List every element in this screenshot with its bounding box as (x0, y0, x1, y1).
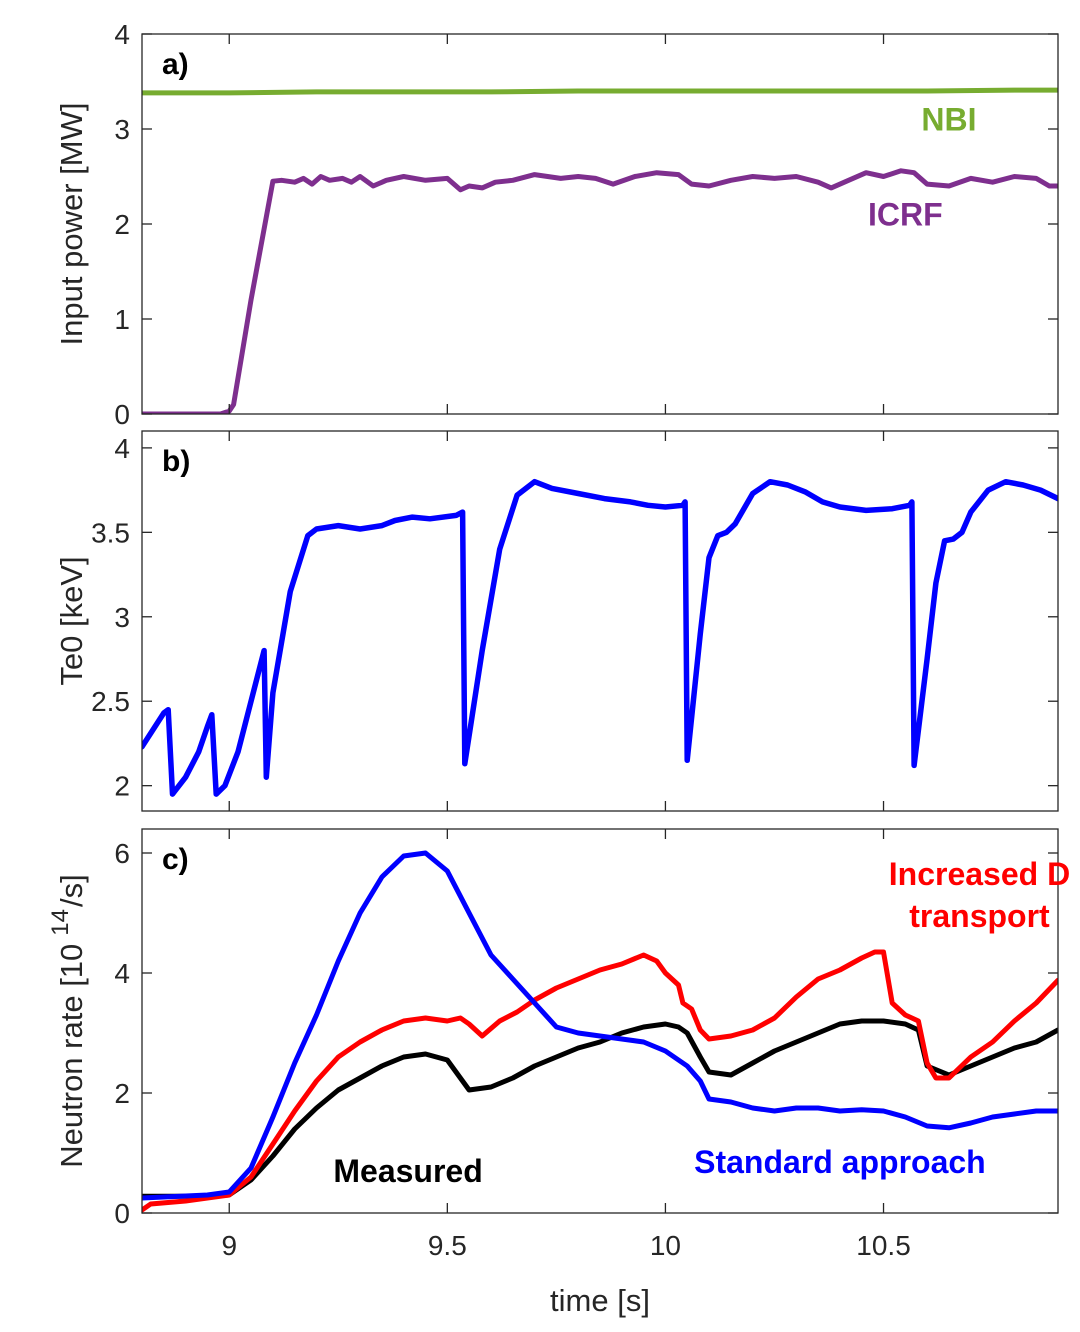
panel-c: 0 2 4 6 9 9.5 10 10.5 c) Neutron rate [10 14/s] tim… (47, 828, 1070, 1318)
panel-c-annotation-increased-d: Increased D (889, 856, 1070, 892)
panel-c-ytick-label: 2 (114, 1078, 130, 1109)
panel-c-xtick-label: 9.5 (428, 1230, 467, 1261)
panel-c-xtick-label: 10.5 (856, 1230, 911, 1261)
panel-b-ytick-label: 3.5 (91, 517, 130, 548)
panel-a-ytick-label: 3 (114, 114, 130, 145)
panel-b-label: b) (162, 445, 190, 478)
panel-b-ytick-label: 4 (114, 433, 130, 464)
panel-c-series-measured (142, 1018, 1058, 1199)
panel-c-series-standard-approach (142, 850, 1058, 1201)
panel-c-annotation-standard-approach: Standard approach (694, 1144, 986, 1180)
panel-a-series-nbi (142, 87, 1058, 96)
panel-c-annotation-measured: Measured (333, 1153, 482, 1189)
panel-c-ytick-label: 4 (114, 958, 130, 989)
panel-c-annotation-transport: transport (909, 898, 1050, 934)
panel-b-series-te0 (142, 478, 1058, 797)
panel-c-ylabel-exponent: 14 (47, 909, 74, 936)
panel-c-ytick-label: 0 (114, 1198, 130, 1229)
panel-a-series-icrf (142, 168, 1058, 414)
panel-a-ytick-label: 0 (114, 399, 130, 430)
panel-a-annotation-icrf: ICRF (868, 197, 943, 233)
panel-a-ytick-label: 2 (114, 209, 130, 240)
panel-c-ylabel: Neutron rate [10 14/s] (47, 874, 89, 1167)
panel-b-ylabel: Te0 [keV] (54, 556, 89, 685)
panel-c-ytick-label: 6 (114, 838, 130, 869)
panel-a-ylabel: Input power [MW] (54, 103, 89, 346)
panel-a-annotation-nbi: NBI (921, 102, 976, 138)
panel-c-xtick-label: 9 (221, 1230, 237, 1261)
panel-a: 0 1 2 3 4 a) Input power [MW] NBI ICRF (54, 19, 1059, 430)
panel-b-ytick-label: 2.5 (91, 686, 130, 717)
panel-c-axes-frame (141, 828, 1059, 1214)
panel-b-ytick-label: 2 (114, 771, 130, 802)
panel-b-ytick-label: 3 (114, 602, 130, 633)
panel-c-xtick-label: 10 (650, 1230, 681, 1261)
panel-a-ylabel-text: Input power [MW] (54, 103, 89, 346)
panel-c-xlabel: time [s] (550, 1283, 650, 1318)
panel-b: 2 2.5 3 3.5 4 b) Te0 [keV] (54, 430, 1059, 812)
panel-a-ytick-label: 4 (114, 19, 130, 50)
panel-b-ylabel-text: Te0 [keV] (54, 556, 89, 685)
panel-c-series-increased-d-transport (142, 949, 1058, 1213)
panel-b-axes-frame (141, 430, 1059, 812)
panel-c-ylabel-text: Neutron rate [10 (54, 944, 89, 1168)
panel-c-ylabel-suffix: /s] (54, 874, 89, 907)
panel-a-label: a) (162, 48, 189, 81)
panel-a-ytick-label: 1 (114, 304, 130, 335)
panel-c-label: c) (162, 843, 189, 876)
